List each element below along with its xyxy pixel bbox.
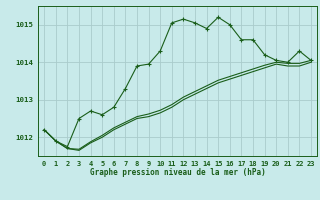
X-axis label: Graphe pression niveau de la mer (hPa): Graphe pression niveau de la mer (hPa): [90, 168, 266, 177]
